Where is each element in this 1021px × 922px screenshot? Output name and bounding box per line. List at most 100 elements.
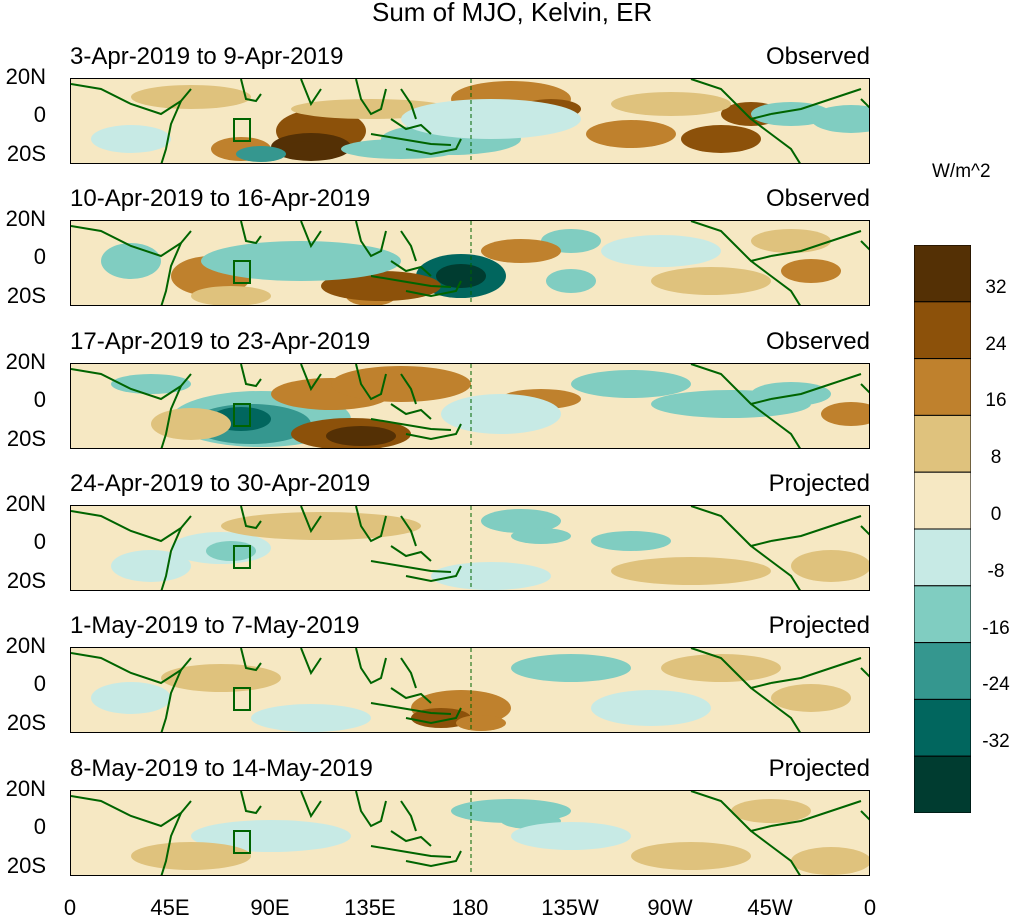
coastline [690,506,772,548]
coastline [300,648,322,676]
coastline [400,373,417,405]
colorbar-tick-label: 32 [985,276,1007,298]
anomaly-contour [511,822,631,850]
latitude-label: 20N [5,206,46,231]
anomaly-contour [91,125,171,153]
coastline [355,79,387,116]
coastline [300,221,322,249]
anomaly-contour [456,715,506,731]
coastline [390,260,432,277]
panel-period-label: 24-Apr-2019 to 30-Apr-2019 [70,470,371,497]
panel-status-label: Observed [765,43,870,70]
anomaly-contour [481,239,561,263]
coastline [370,845,452,858]
longitude-label: 135W [541,895,599,920]
panel-status-label: Projected [768,755,870,782]
coastline [690,79,772,121]
coastline [405,423,462,441]
coastline [71,83,192,116]
coastline [71,368,192,401]
anomaly-contour [101,243,161,279]
coastline [370,418,452,431]
coastline [160,100,182,163]
coastline [750,403,801,448]
coastline [750,687,801,732]
colorbar-swatch [914,528,971,587]
coastline [390,687,432,704]
coastline [71,652,192,685]
coastline [390,118,432,135]
anomaly-contour [151,408,231,440]
anomaly-contour [681,125,761,153]
panel-period-label: 17-Apr-2019 to 23-Apr-2019 [70,328,371,355]
anomaly-contour [651,267,771,295]
colorbar-tick-label: 24 [985,333,1007,355]
anomaly-contour [206,541,256,561]
anomaly-contour [661,654,781,682]
panel-status-label: Observed [765,328,870,355]
anomaly-contour [791,550,869,582]
anomaly-contour [251,704,371,732]
longitude-label: 90E [250,895,290,920]
longitude-label: 180 [451,895,489,920]
coastline [770,657,862,684]
anomaly-contour [586,120,676,148]
longitude-label: 135E [344,895,396,920]
coastline [770,230,862,257]
colorbar-swatch [914,755,971,813]
colorbar-tick-label: -8 [987,560,1005,582]
colorbar-swatch [914,471,971,530]
coastline [860,383,869,394]
coastline [300,79,322,107]
coastline [690,791,772,833]
colorbar-units: W/m^2 [932,161,991,182]
latitude-label: 20N [5,491,46,516]
map-panel [70,505,870,591]
anomaly-contour [591,690,711,726]
coastline [160,242,182,305]
olr-anomaly-map [71,364,869,448]
anomaly-contour [111,550,191,582]
coastline [390,403,432,420]
latitude-label: 20S [6,710,46,735]
latitude-label: 20N [5,64,46,89]
coastline [160,669,182,732]
latitude-label: 20S [6,141,46,166]
anomaly-contour [546,269,596,293]
colorbar-swatch [914,358,971,416]
map-panel [70,220,870,306]
coastline [390,830,432,847]
latitude-label: 0 [33,387,46,412]
colorbar-tick-label: 16 [985,390,1007,412]
coastline [240,364,262,388]
latitude-label: 0 [33,814,46,839]
latitude-label: 20S [6,568,46,593]
coastline [770,373,862,400]
colorbar-swatch [914,245,971,303]
coastline [355,506,387,543]
colorbar-swatch [914,642,971,700]
colorbar [914,245,971,813]
panel-status-label: Projected [768,612,870,639]
coastline [71,510,192,543]
coastline [160,812,182,875]
region-box [233,687,251,711]
anomaly-contour [401,99,581,139]
anomaly-contour [131,842,251,870]
anomaly-contour [591,531,671,551]
anomaly-contour [751,102,831,126]
panel-status-label: Projected [768,470,870,497]
anomaly-contour [811,105,869,133]
anomaly-contour [286,141,326,157]
anomaly-contour [751,382,831,406]
colorbar-tick-label: 8 [990,447,1002,469]
longitude-label: 45E [150,895,190,920]
anomaly-contour [326,426,396,446]
latitude-label: 0 [33,671,46,696]
olr-anomaly-map [71,506,869,590]
anomaly-contour [751,229,831,253]
coastline [405,707,462,725]
olr-anomaly-map [71,221,869,305]
anomaly-contour [131,85,251,109]
map-panel [70,78,870,164]
